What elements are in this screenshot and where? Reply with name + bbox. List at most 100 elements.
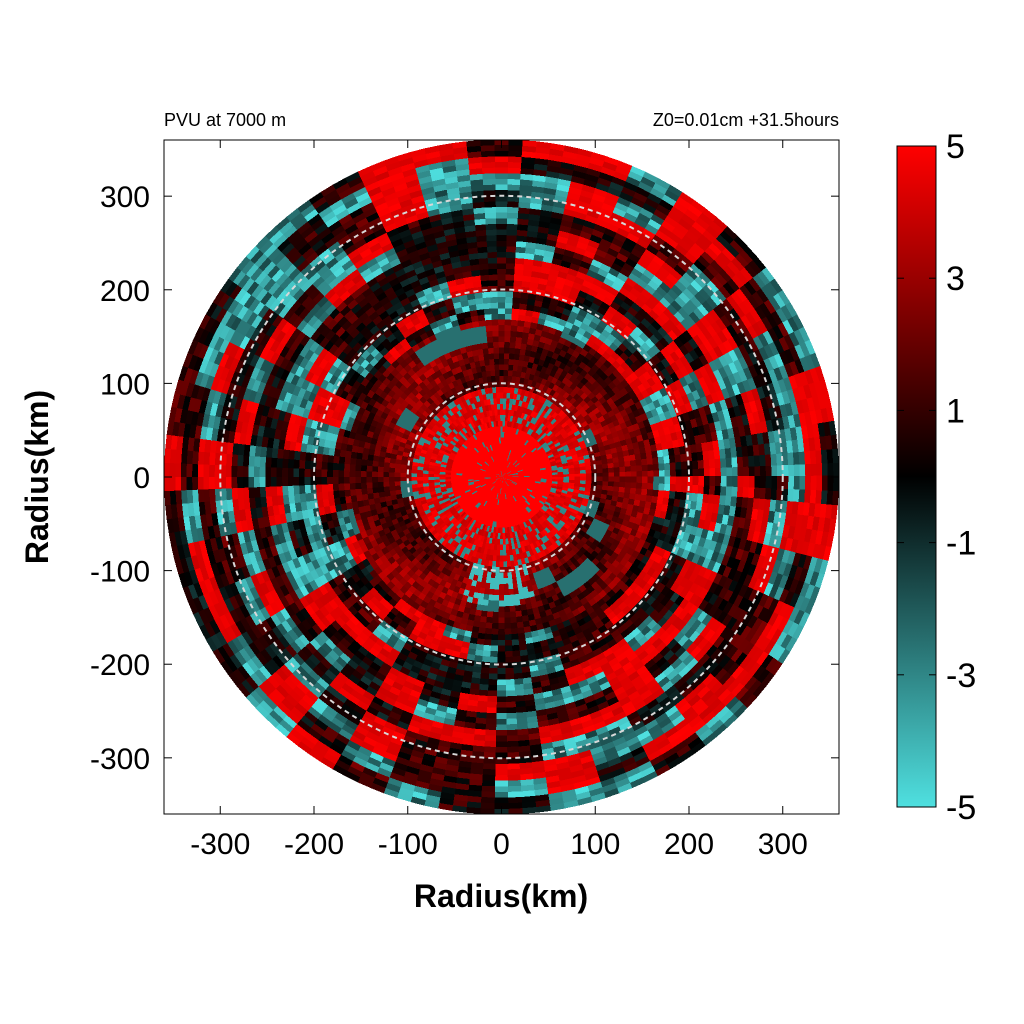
- heat-cell: [546, 497, 553, 502]
- heat-cell: [514, 462, 520, 467]
- heat-cell: [504, 420, 508, 427]
- heat-cell: [483, 463, 489, 468]
- heat-cell: [495, 481, 499, 487]
- heat-cell: [498, 634, 506, 641]
- heat-cell: [498, 482, 501, 488]
- heat-cell: [501, 475, 507, 477]
- heat-cell: [526, 506, 532, 512]
- heat-cell: [523, 481, 529, 484]
- heat-cell: [681, 476, 688, 485]
- heat-cell: [492, 438, 496, 445]
- heat-cell: [500, 493, 502, 500]
- heat-cell: [494, 583, 500, 590]
- heat-cell: [480, 511, 485, 518]
- title-left: PVU at 7000 m: [164, 110, 286, 130]
- heat-cell: [504, 639, 513, 646]
- heat-cell: [490, 485, 495, 490]
- heat-cell: [540, 480, 547, 483]
- heat-cell: [489, 588, 495, 595]
- heat-cell: [518, 490, 524, 496]
- heat-cell: [504, 468, 509, 473]
- heat-cell: [474, 467, 481, 471]
- heat-cell: [516, 320, 525, 327]
- heat-cell: [464, 507, 471, 514]
- heat-cell: [539, 485, 546, 489]
- heat-cell: [536, 503, 543, 509]
- heat-cell: [525, 448, 531, 454]
- heat-cell: [534, 506, 540, 512]
- heat-cell: [532, 500, 538, 505]
- heat-cell: [483, 639, 492, 646]
- heat-cell: [524, 447, 529, 453]
- heat-cell: [411, 477, 418, 482]
- heat-cell: [509, 484, 514, 490]
- heat-cell: [493, 492, 497, 499]
- heat-cell: [499, 387, 504, 393]
- heat-cell: [497, 313, 505, 320]
- heat-cell: [500, 454, 502, 461]
- heat-cell: [449, 454, 456, 459]
- heat-cell: [366, 460, 374, 467]
- heat-cell: [490, 450, 494, 457]
- heat-cell: [651, 495, 658, 504]
- heat-cell: [668, 490, 676, 499]
- heat-cell: [500, 448, 503, 455]
- heat-cell: [480, 467, 487, 471]
- heat-cell: [481, 485, 488, 489]
- heat-cell: [574, 473, 581, 477]
- heat-cell: [501, 472, 505, 477]
- heat-cell: [533, 465, 540, 469]
- heat-cell: [457, 465, 464, 469]
- heat-cell: [502, 516, 505, 522]
- heat-cell: [533, 514, 540, 521]
- heat-cell: [503, 499, 506, 505]
- heat-cell: [539, 440, 546, 446]
- heat-cell: [479, 424, 484, 431]
- heat-cell: [450, 497, 457, 503]
- heat-cell: [475, 485, 481, 489]
- heat-cell: [510, 509, 514, 515]
- heat-cell: [377, 466, 384, 473]
- heat-cell: [641, 488, 648, 496]
- heat-cell: [501, 473, 506, 477]
- heat-cell: [481, 449, 486, 455]
- heat-cell: [486, 508, 490, 514]
- heat-cell: [523, 439, 529, 446]
- heat-cell: [523, 473, 530, 476]
- heat-cell: [545, 449, 552, 455]
- heat-cell: [487, 439, 492, 446]
- heat-cell: [517, 524, 522, 531]
- heat-cell: [477, 444, 483, 451]
- heat-cell: [487, 520, 492, 527]
- heat-cell: [339, 449, 347, 458]
- heat-cell: [460, 511, 467, 518]
- heat-cell: [491, 526, 495, 533]
- heat-cell: [487, 605, 494, 612]
- heat-cell: [344, 470, 350, 478]
- heat-cell: [498, 347, 505, 354]
- heat-cell: [493, 606, 500, 612]
- heat-cell: [502, 488, 504, 494]
- heat-cell: [542, 504, 549, 511]
- heat-cell: [490, 645, 499, 652]
- heat-cell: [383, 462, 390, 468]
- heat-cell: [498, 482, 501, 489]
- heat-cell: [497, 477, 502, 482]
- heat-cell: [366, 477, 373, 484]
- heat-cell: [500, 477, 502, 483]
- heat-cell: [451, 468, 458, 472]
- heat-cell: [493, 468, 498, 473]
- heat-cell: [510, 467, 516, 472]
- heat-cell: [344, 483, 351, 491]
- heat-cell: [630, 476, 637, 483]
- heat-cell: [511, 470, 518, 473]
- heat-cell: [366, 482, 373, 489]
- heat-cell: [507, 486, 511, 492]
- heat-cell: [485, 471, 491, 474]
- heat-cell: [495, 455, 498, 461]
- heat-cell: [479, 479, 485, 482]
- heat-cell: [503, 482, 507, 488]
- heat-cell: [503, 566, 508, 573]
- heat-cell: [366, 471, 373, 478]
- heat-cell: [500, 505, 503, 511]
